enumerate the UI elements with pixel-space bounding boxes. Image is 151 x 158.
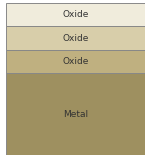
Text: Oxide: Oxide xyxy=(62,34,89,43)
Text: Oxide: Oxide xyxy=(62,10,89,19)
Bar xyxy=(6,50,145,73)
Bar xyxy=(6,3,145,27)
Text: Oxide: Oxide xyxy=(62,57,89,66)
Bar xyxy=(6,27,145,50)
Bar xyxy=(6,73,145,155)
Text: Metal: Metal xyxy=(63,109,88,118)
